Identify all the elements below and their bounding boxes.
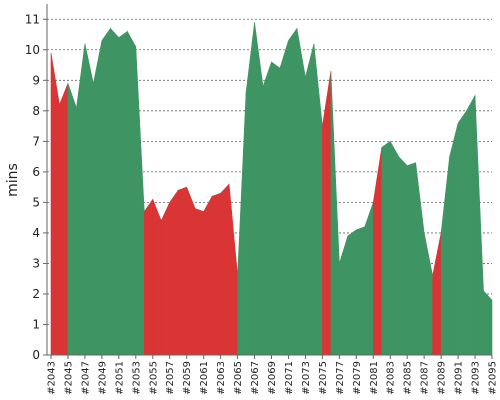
area-segment-green bbox=[398, 155, 408, 356]
area-segment-green bbox=[330, 71, 340, 356]
area-segment-green bbox=[339, 235, 349, 356]
x-tick-label: #2059 bbox=[182, 361, 193, 395]
y-tick-label: 6 bbox=[32, 165, 40, 179]
area-segment-green bbox=[483, 290, 493, 356]
y-tick-label: 11 bbox=[25, 12, 40, 26]
x-tick-label: #2049 bbox=[97, 361, 108, 395]
x-tick-label: #2079 bbox=[352, 361, 363, 395]
y-tick-label: 7 bbox=[32, 134, 40, 148]
area-segment-red bbox=[152, 199, 162, 356]
x-tick-label: #2075 bbox=[318, 361, 329, 395]
area-segment-green bbox=[118, 30, 128, 356]
x-tick-label: #2053 bbox=[131, 361, 142, 395]
area-segment-green bbox=[305, 43, 315, 356]
x-tick-label: #2067 bbox=[250, 361, 261, 395]
area-segment-green bbox=[356, 226, 366, 356]
area-segment-green bbox=[296, 28, 306, 356]
x-tick-label: #2057 bbox=[165, 361, 176, 395]
x-tick-label: #2083 bbox=[386, 361, 397, 395]
x-tick-label: #2045 bbox=[63, 361, 74, 395]
x-tick-label: #2093 bbox=[471, 361, 482, 395]
x-tick-label: #2081 bbox=[369, 361, 380, 395]
x-tick-label: #2069 bbox=[267, 361, 278, 395]
area-layer bbox=[50, 22, 493, 356]
area-segment-green bbox=[127, 30, 137, 356]
label-layer: 0 1 2 3 4 5 6 7 8 9 10 11 #2043 #2045 #2047 #2049 #2051 #… bbox=[25, 12, 499, 395]
x-tick-label: #2055 bbox=[148, 361, 159, 395]
x-tick-label: #2089 bbox=[437, 361, 448, 395]
y-tick-label: 10 bbox=[25, 43, 40, 57]
x-tick-label: #2061 bbox=[199, 361, 210, 395]
x-tick-label: #2077 bbox=[335, 361, 346, 395]
y-tick-label: 2 bbox=[32, 287, 40, 301]
x-tick-label: #2065 bbox=[233, 361, 244, 395]
area-segment-green bbox=[279, 40, 289, 356]
x-tick-label: #2073 bbox=[301, 361, 312, 395]
area-segment-red bbox=[322, 71, 332, 356]
area-segment-green bbox=[237, 92, 247, 356]
area-segment-red bbox=[372, 147, 383, 356]
area-segment-green bbox=[415, 162, 425, 356]
x-tick-label: #2043 bbox=[47, 361, 58, 395]
y-tick-label: 3 bbox=[32, 256, 40, 270]
y-tick-label: 1 bbox=[32, 317, 40, 331]
area-segment-green bbox=[101, 27, 111, 356]
area-segment-green bbox=[245, 22, 255, 356]
x-tick-label: #2051 bbox=[114, 361, 125, 395]
area-segment-green bbox=[288, 27, 298, 356]
area-segment-green bbox=[457, 109, 467, 356]
area-segment-red bbox=[203, 195, 213, 356]
area-segment-green bbox=[93, 40, 103, 356]
area-segment-red bbox=[432, 232, 442, 356]
area-segment-green bbox=[271, 61, 281, 356]
y-tick-label: 9 bbox=[32, 73, 40, 87]
area-segment-green bbox=[381, 140, 391, 356]
area-segment-green bbox=[466, 94, 476, 356]
y-tick-label: 0 bbox=[32, 348, 40, 362]
area-segment-red bbox=[177, 186, 187, 356]
x-tick-label: #2047 bbox=[80, 361, 91, 395]
y-axis-title: mins bbox=[5, 163, 21, 197]
area-segment-red bbox=[186, 187, 196, 356]
area-segment-green bbox=[423, 232, 433, 356]
area-segment-green bbox=[364, 202, 374, 356]
axis-layer bbox=[43, 4, 493, 359]
area-segment-green bbox=[389, 140, 400, 356]
area-segment-red bbox=[228, 184, 238, 356]
x-tick-label: #2063 bbox=[216, 361, 227, 395]
y-tick-label: 4 bbox=[32, 226, 40, 240]
area-segment-green bbox=[313, 43, 323, 356]
x-tick-label: #2087 bbox=[420, 361, 431, 395]
area-segment-green bbox=[254, 22, 264, 356]
area-segment-red bbox=[50, 52, 60, 356]
x-tick-label: #2071 bbox=[284, 361, 295, 395]
area-segment-green bbox=[76, 43, 86, 356]
y-tick-label: 8 bbox=[32, 104, 40, 118]
area-segment-red bbox=[220, 183, 230, 356]
area-segment-green bbox=[474, 95, 484, 356]
area-segment-red bbox=[194, 208, 204, 356]
area-segment-green bbox=[84, 43, 94, 356]
area-segment-red bbox=[59, 83, 69, 356]
area-segment-green bbox=[67, 83, 77, 356]
area-segment-red bbox=[143, 198, 154, 356]
area-segment-green bbox=[406, 162, 416, 356]
area-segment-red bbox=[169, 189, 179, 356]
area-segment-green bbox=[135, 46, 145, 356]
area-segment-green bbox=[262, 61, 272, 356]
area-segment-green bbox=[110, 27, 120, 356]
area-segment-green bbox=[449, 122, 459, 356]
area-segment-green bbox=[347, 229, 357, 356]
area-segment-red bbox=[160, 202, 171, 356]
x-tick-label: #2095 bbox=[488, 361, 499, 395]
area-segment-red bbox=[211, 192, 221, 356]
area-segment-green bbox=[440, 156, 450, 356]
y-tick-label: 5 bbox=[32, 195, 40, 209]
x-tick-label: #2091 bbox=[454, 361, 465, 395]
x-tick-label: #2085 bbox=[403, 361, 414, 395]
